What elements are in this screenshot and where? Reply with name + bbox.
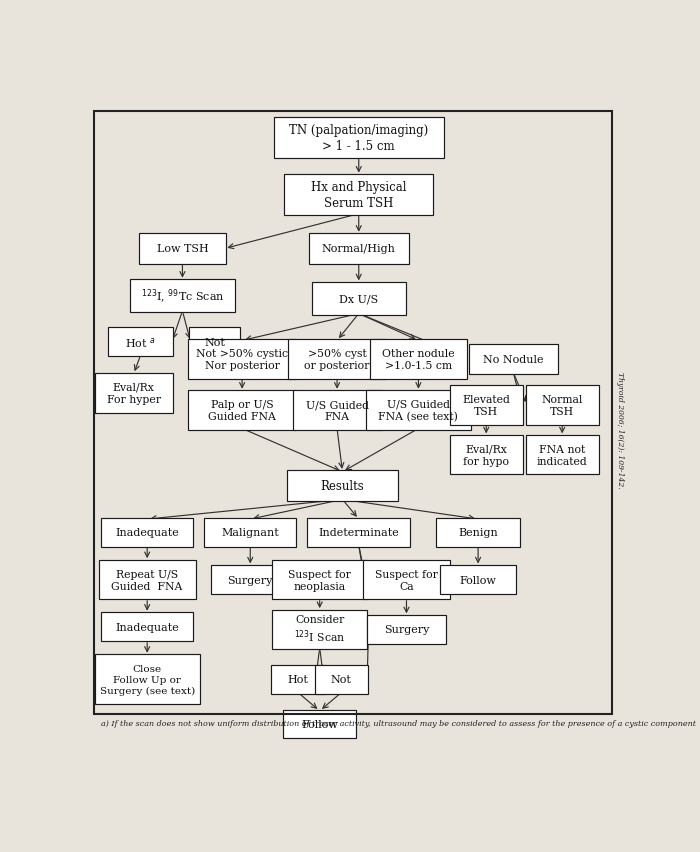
Text: Follow: Follow bbox=[460, 575, 496, 584]
FancyBboxPatch shape bbox=[436, 518, 520, 547]
FancyBboxPatch shape bbox=[526, 435, 598, 475]
FancyBboxPatch shape bbox=[440, 566, 516, 595]
Text: Palp or U/S
Guided FNA: Palp or U/S Guided FNA bbox=[208, 400, 276, 422]
Text: Surgery: Surgery bbox=[384, 625, 429, 635]
FancyBboxPatch shape bbox=[108, 328, 173, 357]
Text: TN (palpation/imaging)
> 1 - 1.5 cm: TN (palpation/imaging) > 1 - 1.5 cm bbox=[289, 124, 428, 153]
FancyBboxPatch shape bbox=[284, 175, 433, 216]
FancyBboxPatch shape bbox=[526, 386, 598, 425]
FancyBboxPatch shape bbox=[102, 613, 193, 642]
FancyBboxPatch shape bbox=[271, 665, 325, 694]
FancyBboxPatch shape bbox=[469, 344, 558, 375]
FancyBboxPatch shape bbox=[272, 610, 368, 649]
Text: FNA not
indicated: FNA not indicated bbox=[537, 444, 587, 466]
Text: Dx U/S: Dx U/S bbox=[339, 294, 379, 304]
FancyBboxPatch shape bbox=[450, 435, 523, 475]
FancyBboxPatch shape bbox=[272, 560, 367, 600]
Text: Hot: Hot bbox=[288, 675, 309, 684]
FancyBboxPatch shape bbox=[307, 518, 410, 547]
FancyBboxPatch shape bbox=[94, 373, 173, 414]
Text: Malignant: Malignant bbox=[221, 527, 279, 538]
FancyBboxPatch shape bbox=[293, 391, 382, 430]
Text: Eval/Rx
For hyper: Eval/Rx For hyper bbox=[106, 383, 160, 405]
FancyBboxPatch shape bbox=[94, 654, 199, 705]
Text: U/S Guided
FNA (see text): U/S Guided FNA (see text) bbox=[379, 400, 459, 422]
Text: Results: Results bbox=[321, 480, 365, 492]
Text: Low TSH: Low TSH bbox=[157, 245, 209, 254]
FancyBboxPatch shape bbox=[188, 391, 296, 430]
Text: a) If the scan does not show uniform distribution of tracer activity, ultrasound: a) If the scan does not show uniform dis… bbox=[101, 719, 696, 727]
Text: Close
Follow Up or
Surgery (see text): Close Follow Up or Surgery (see text) bbox=[99, 665, 195, 695]
FancyBboxPatch shape bbox=[102, 518, 193, 547]
Text: Not: Not bbox=[204, 337, 225, 348]
FancyBboxPatch shape bbox=[99, 560, 196, 600]
FancyBboxPatch shape bbox=[314, 665, 368, 694]
Text: Indeterminate: Indeterminate bbox=[318, 527, 399, 538]
FancyBboxPatch shape bbox=[211, 566, 289, 595]
Text: Normal
TSH: Normal TSH bbox=[542, 394, 583, 417]
Text: Eval/Rx
for hypo: Eval/Rx for hypo bbox=[463, 444, 509, 466]
FancyBboxPatch shape bbox=[204, 518, 296, 547]
Text: Not: Not bbox=[331, 675, 352, 684]
Text: Not >50% cystic
Nor posterior: Not >50% cystic Nor posterior bbox=[196, 348, 288, 371]
Text: $^{123}$I, $^{99}$Tc Scan: $^{123}$I, $^{99}$Tc Scan bbox=[141, 287, 224, 306]
Text: Inadequate: Inadequate bbox=[116, 622, 179, 632]
Text: Hot $^a$: Hot $^a$ bbox=[125, 336, 156, 349]
FancyBboxPatch shape bbox=[287, 471, 398, 501]
FancyBboxPatch shape bbox=[274, 118, 444, 158]
FancyBboxPatch shape bbox=[309, 234, 409, 264]
FancyBboxPatch shape bbox=[130, 280, 235, 313]
FancyBboxPatch shape bbox=[450, 386, 523, 425]
Text: U/S Guided
FNA: U/S Guided FNA bbox=[305, 400, 368, 422]
Text: Benign: Benign bbox=[458, 527, 498, 538]
FancyBboxPatch shape bbox=[370, 340, 467, 379]
Text: Normal/High: Normal/High bbox=[322, 245, 395, 254]
Text: Follow: Follow bbox=[301, 719, 338, 729]
FancyBboxPatch shape bbox=[288, 340, 386, 379]
Text: Suspect for
Ca: Suspect for Ca bbox=[375, 569, 438, 590]
Text: >50% cyst
or posterior: >50% cyst or posterior bbox=[304, 348, 370, 371]
Text: Suspect for
neoplasia: Suspect for neoplasia bbox=[288, 569, 351, 590]
Text: Repeat U/S
Guided  FNA: Repeat U/S Guided FNA bbox=[111, 569, 183, 590]
FancyBboxPatch shape bbox=[312, 283, 406, 315]
FancyBboxPatch shape bbox=[363, 560, 449, 600]
FancyBboxPatch shape bbox=[368, 615, 446, 644]
Text: Hx and Physical
Serum TSH: Hx and Physical Serum TSH bbox=[311, 181, 407, 210]
Text: Surgery: Surgery bbox=[228, 575, 273, 584]
FancyBboxPatch shape bbox=[190, 328, 241, 357]
Text: Thyroid 2006; 16(2): 109-142.: Thyroid 2006; 16(2): 109-142. bbox=[617, 372, 624, 488]
Text: Other nodule
>1.0-1.5 cm: Other nodule >1.0-1.5 cm bbox=[382, 348, 455, 371]
FancyBboxPatch shape bbox=[139, 234, 225, 264]
Text: Elevated
TSH: Elevated TSH bbox=[462, 394, 510, 417]
FancyBboxPatch shape bbox=[188, 340, 296, 379]
Text: Consider
$^{123}$I Scan: Consider $^{123}$I Scan bbox=[294, 615, 345, 645]
Text: No Nodule: No Nodule bbox=[483, 354, 544, 365]
FancyBboxPatch shape bbox=[366, 391, 471, 430]
FancyBboxPatch shape bbox=[284, 710, 356, 739]
Text: Inadequate: Inadequate bbox=[116, 527, 179, 538]
